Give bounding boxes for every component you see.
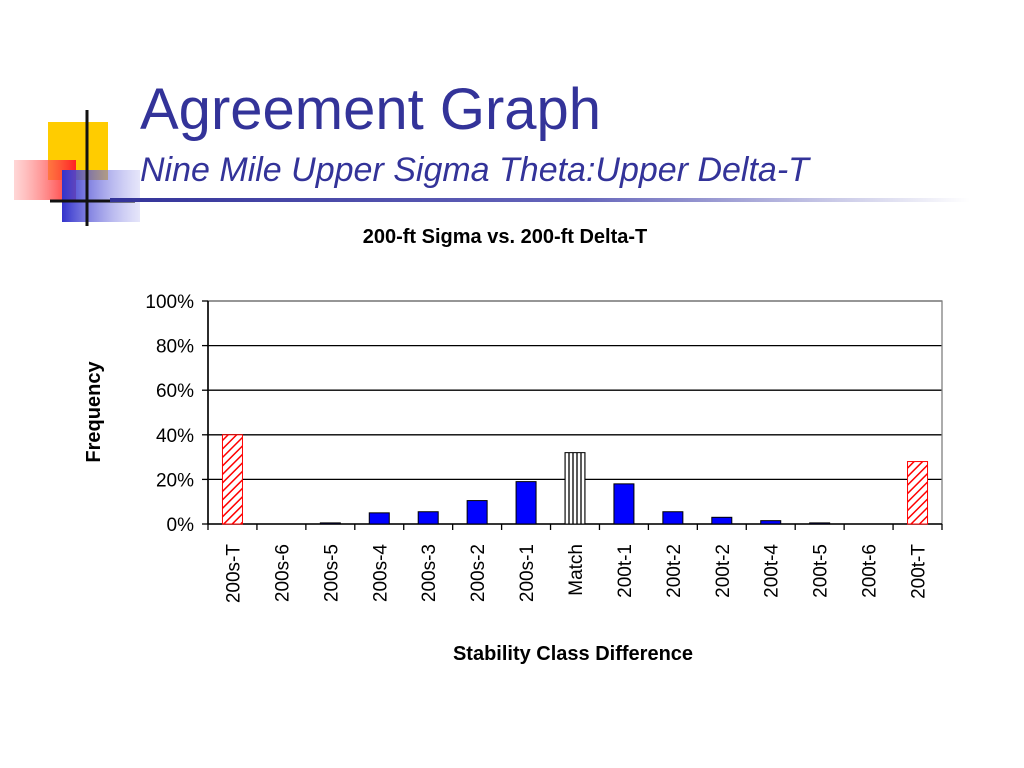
bar	[662, 511, 684, 525]
title-underline	[110, 198, 970, 202]
bar	[417, 511, 439, 525]
x-tick-label: 200t-2	[664, 544, 685, 598]
x-tick-label: 200t-T	[909, 544, 930, 599]
chart-title: 200-ft Sigma vs. 200-ft Delta-T	[363, 226, 648, 248]
bar	[907, 461, 929, 525]
y-tick-label: 60%	[156, 381, 194, 402]
bar	[760, 520, 782, 525]
bar	[613, 483, 635, 525]
x-tick-label: 200t-1	[615, 544, 636, 598]
x-tick-label: 200s-2	[468, 544, 489, 602]
x-tick-label: 200t-6	[860, 544, 881, 598]
bars	[221, 434, 929, 525]
x-tick-label: 200s-5	[321, 544, 342, 602]
logo-blue-square	[62, 170, 140, 222]
x-tick-label: 200s-3	[419, 544, 440, 602]
slide-subtitle: Nine Mile Upper Sigma Theta:Upper Delta-…	[140, 151, 809, 189]
slide-title: Agreement Graph	[140, 77, 602, 142]
bar	[515, 481, 537, 525]
x-tick-label: 200s-4	[370, 544, 391, 603]
bar	[564, 452, 586, 525]
y-tick-label: 20%	[156, 470, 194, 491]
y-axis-title: Frequency	[83, 361, 105, 463]
bar	[319, 522, 341, 525]
slide-logo-decoration	[14, 110, 140, 226]
x-tick-label: 200t-4	[762, 544, 783, 598]
x-axis-ticks: 200s-T 200s-6 200s-5 200s-4 200s-3 200s-2 200s…	[207, 524, 943, 604]
bar	[368, 512, 390, 525]
x-tick-label: 200s-1	[517, 544, 538, 602]
y-axis-ticks: 0% 20% 40% 60% 80% 100%	[145, 292, 208, 536]
y-tick-label: 80%	[156, 337, 194, 358]
x-axis-title: Stability Class Difference	[453, 643, 693, 665]
y-tick-label: 100%	[145, 292, 194, 313]
bar	[809, 522, 831, 525]
bar	[221, 434, 243, 525]
x-tick-label: Match	[566, 544, 587, 596]
bar	[711, 516, 733, 525]
x-tick-label: 200s-T	[223, 544, 244, 604]
x-tick-label: 200t-2	[713, 544, 734, 598]
x-tick-label: 200s-6	[272, 544, 293, 602]
y-tick-label: 40%	[156, 426, 194, 447]
x-tick-label: 200t-5	[811, 544, 832, 598]
y-tick-label: 0%	[167, 515, 195, 536]
bar	[466, 500, 488, 525]
